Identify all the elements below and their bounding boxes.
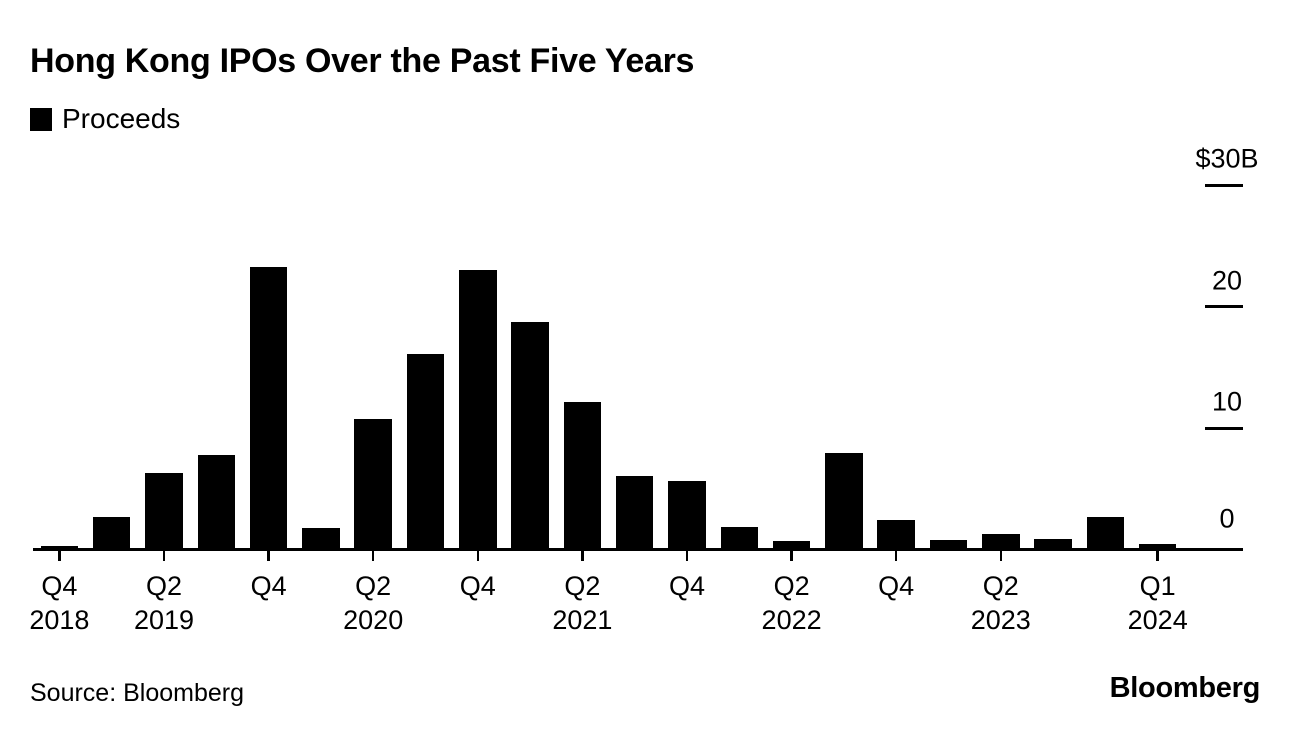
- x-tick-mark-q4-2018: [58, 549, 61, 561]
- bar-q1-2021: [511, 322, 549, 550]
- x-tick-mark-q4-2020: [476, 549, 480, 561]
- x-tick-year-label-2018: 2018: [29, 605, 90, 635]
- x-tick-quarter-label-q2-2020: Q2: [355, 571, 392, 601]
- bar-q3-2023: [1034, 539, 1072, 550]
- bar-q1-2020: [302, 528, 340, 550]
- chart-title: Hong Kong IPOs Over the Past Five Years: [30, 42, 695, 80]
- bar-q2-2022: [772, 541, 811, 550]
- bar-q1-2024: [1138, 543, 1177, 550]
- bar-q1-2023: [929, 540, 968, 550]
- x-tick-quarter-label-q4-2018: Q4: [41, 571, 78, 601]
- bar-q2-2021: [563, 401, 602, 550]
- x-tick-mark-q4-2021: [685, 549, 689, 561]
- legend-label: Proceeds: [62, 103, 181, 134]
- bar-q4-2022: [877, 519, 915, 550]
- x-tick-mark-q2-2019: [162, 549, 166, 561]
- x-tick-quarter-label-q2-2021: Q2: [564, 571, 601, 601]
- x-tick-quarter-label-q4-2021: Q4: [668, 571, 706, 601]
- x-axis-line: [33, 548, 1243, 551]
- x-tick-mark-q4-2022: [894, 549, 898, 561]
- y-gridline-10: [1205, 426, 1243, 430]
- x-tick-year-label-2021: 2021: [552, 605, 613, 635]
- x-tick-year-label-2022: 2022: [761, 605, 822, 635]
- x-tick-year-label-2019: 2019: [133, 605, 195, 635]
- x-tick-mark-q2-2022: [790, 549, 793, 561]
- source-note: Source: Bloomberg: [30, 679, 245, 707]
- y-tick-label-0: 0: [1219, 503, 1235, 534]
- bar-q2-2023: [982, 534, 1020, 550]
- x-tick-quarter-label-q4-2019: Q4: [250, 571, 287, 601]
- x-tick-mark-q2-2021: [581, 549, 584, 561]
- bar-q3-2020: [406, 354, 445, 550]
- bar-q2-2020: [354, 418, 392, 550]
- x-tick-quarter-label-q4-2020: Q4: [459, 571, 496, 601]
- bar-q1-2019: [92, 517, 131, 550]
- x-tick-year-label-2023: 2023: [970, 605, 1031, 635]
- x-tick-quarter-label-q2-2023: Q2: [982, 571, 1019, 601]
- bloomberg-logo: Bloomberg: [1109, 672, 1261, 704]
- bar-q3-2021: [615, 475, 654, 550]
- x-tick-quarter-label-q2-2019: Q2: [145, 571, 183, 601]
- bar-q4-2023: [1086, 517, 1125, 550]
- bar-q3-2022: [825, 452, 863, 550]
- x-tick-mark-q4-2019: [267, 549, 270, 561]
- bar-q4-2021: [668, 480, 706, 550]
- bar-q2-2019: [145, 473, 183, 550]
- y-tick-label-20: 20: [1211, 265, 1243, 296]
- bar-q4-2019: [249, 266, 288, 550]
- x-tick-quarter-label-q1-2024: Q1: [1139, 571, 1176, 601]
- legend-swatch-icon: [30, 107, 52, 131]
- y-tick-label-30: $30B: [1195, 143, 1259, 174]
- x-tick-quarter-label-q2-2022: Q2: [773, 571, 810, 601]
- y-gridline-20: [1205, 305, 1243, 309]
- x-tick-mark-q2-2020: [371, 549, 375, 561]
- bar-q3-2019: [197, 455, 236, 550]
- x-tick-quarter-label-q4-2022: Q4: [878, 571, 915, 601]
- x-tick-mark-q2-2023: [999, 549, 1003, 561]
- x-tick-year-label-2024: 2024: [1127, 605, 1188, 635]
- bar-q1-2022: [720, 526, 759, 550]
- x-tick-year-label-2020: 2020: [343, 605, 404, 635]
- legend: Proceeds: [30, 105, 180, 133]
- y-tick-label-10: 10: [1211, 386, 1243, 417]
- y-gridline-30: [1205, 183, 1243, 187]
- x-tick-mark-q1-2024: [1156, 549, 1159, 561]
- bar-q4-2020: [459, 270, 497, 550]
